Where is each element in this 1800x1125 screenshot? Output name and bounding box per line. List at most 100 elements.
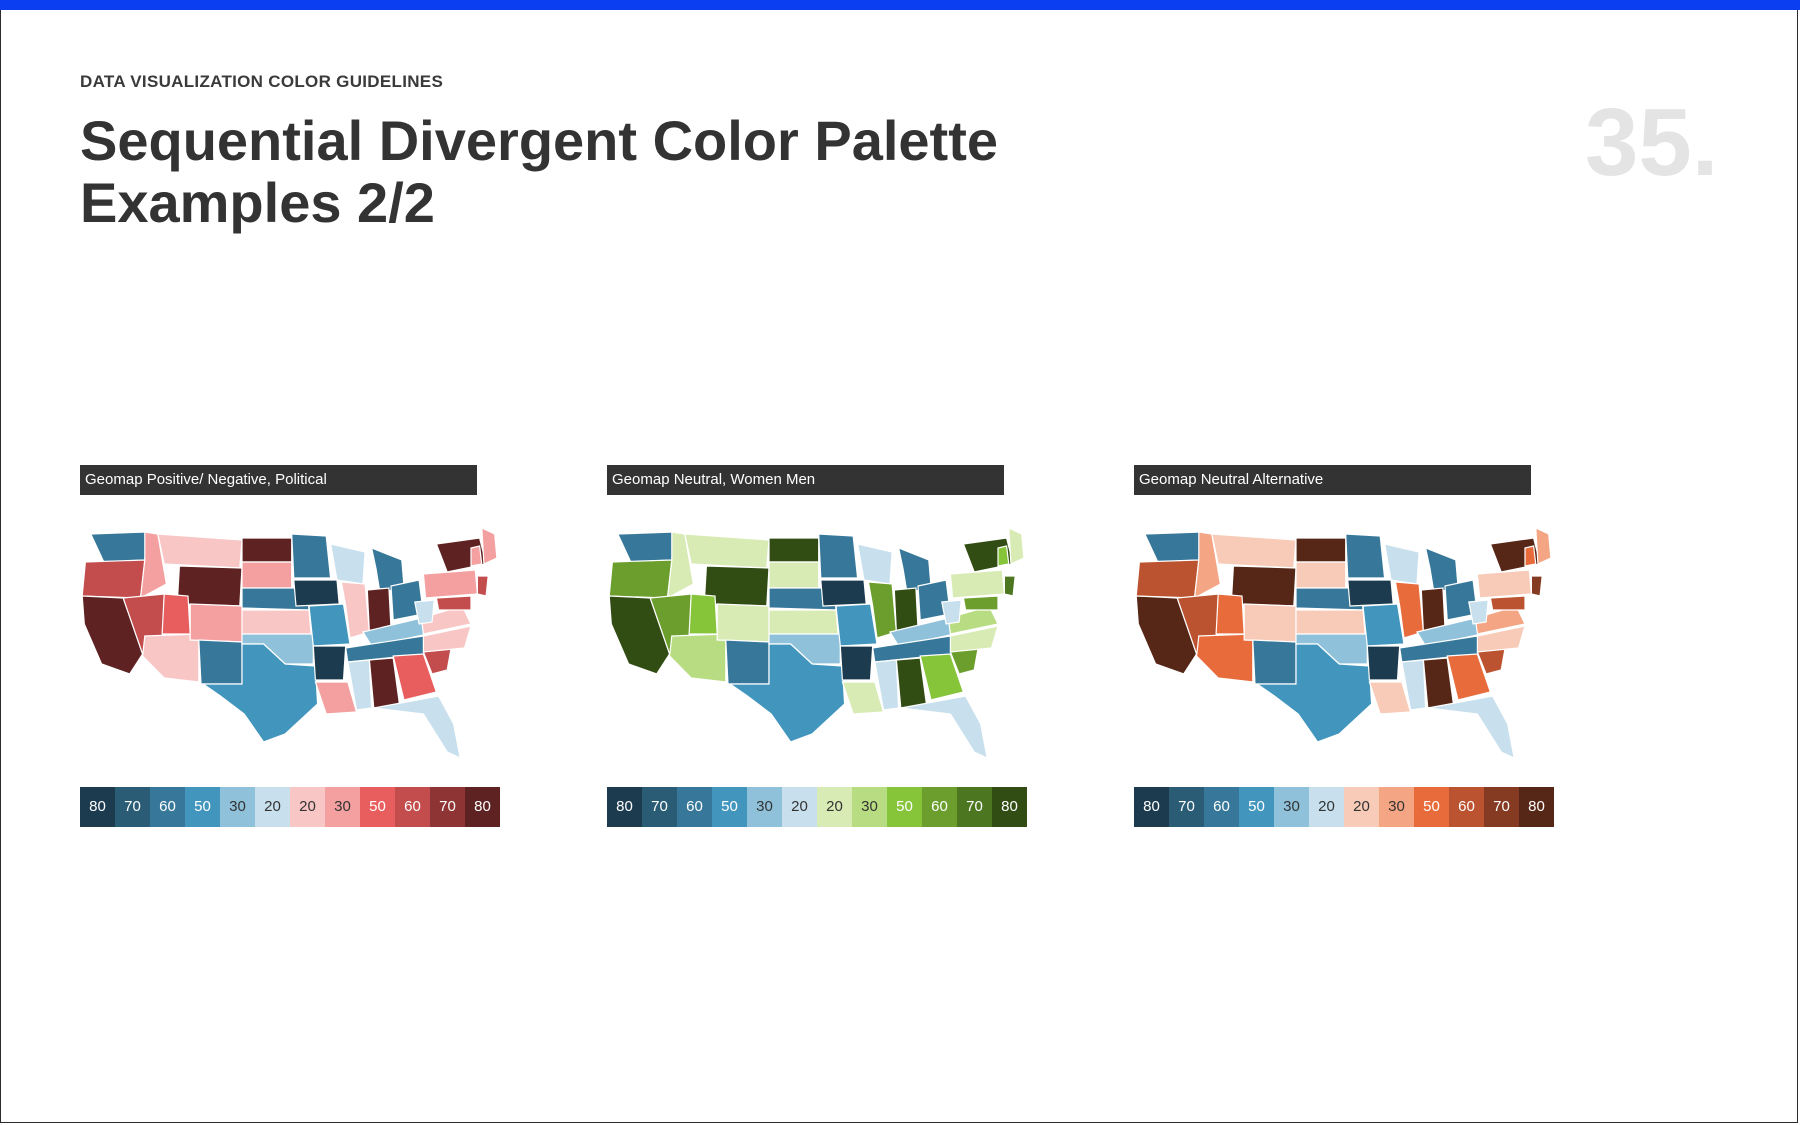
state-shape-or	[608, 559, 673, 599]
state-shape-nm	[198, 639, 243, 685]
state-shape-sd	[1295, 561, 1347, 589]
state-shape-il	[867, 581, 898, 639]
state-shape-az	[141, 633, 200, 683]
state-shape-nd	[241, 537, 293, 563]
legend-swatch: 30	[220, 787, 255, 827]
state-shape-az	[1195, 633, 1254, 683]
state-shape-sd	[241, 561, 293, 589]
state-shape-pa	[949, 569, 1006, 599]
legend-swatch: 20	[817, 787, 852, 827]
title-line-2: Examples 2/2	[80, 171, 435, 234]
state-shape-ut	[161, 593, 191, 635]
state-shape-az	[668, 633, 727, 683]
state-shape-in	[366, 587, 392, 633]
state-shape-ar	[839, 645, 874, 681]
state-shape-ms	[874, 659, 900, 711]
state-shape-md	[435, 595, 472, 611]
state-shape-mn	[818, 533, 859, 579]
legend-swatch: 80	[465, 787, 500, 827]
state-shape-nm	[1252, 639, 1297, 685]
color-legend: 80 70 60 50 30 20 20 30 50 60 70 80	[80, 787, 500, 827]
state-shape-ga	[919, 653, 965, 701]
legend-swatch: 60	[677, 787, 712, 827]
state-shape-md	[962, 595, 999, 611]
color-legend: 80 70 60 50 30 20 20 30 50 60 70 80	[1134, 787, 1554, 827]
title-line-1: Sequential Divergent Color Palette	[80, 109, 998, 172]
state-shape-fl	[900, 695, 989, 760]
legend-swatch: 80	[607, 787, 642, 827]
state-shape-mt	[157, 533, 243, 569]
state-shape-fl	[373, 695, 462, 760]
state-shape-nj	[476, 575, 489, 597]
legend-swatch: 20	[782, 787, 817, 827]
state-shape-nj	[1530, 575, 1543, 597]
legend-swatch: 50	[185, 787, 220, 827]
panel-title: Geomap Neutral, Women Men	[607, 465, 1004, 495]
legend-swatch: 20	[290, 787, 325, 827]
state-shape-vt	[997, 545, 1010, 567]
state-shape-me	[1008, 527, 1025, 565]
state-shape-mt	[1211, 533, 1297, 569]
state-shape-wa	[1143, 531, 1202, 563]
state-shape-wi	[1383, 543, 1420, 585]
state-shape-co	[1243, 603, 1297, 643]
state-shape-md	[1489, 595, 1526, 611]
state-shape-or	[1135, 559, 1200, 599]
state-shape-fl	[1427, 695, 1516, 760]
state-shape-wa	[616, 531, 675, 563]
geomap-panel-women-men: Geomap Neutral, Women Men 80 70 60 50 30 20 20…	[607, 465, 1027, 827]
state-shape-tx	[728, 643, 846, 743]
legend-swatch: 20	[255, 787, 290, 827]
state-shape-ar	[1366, 645, 1401, 681]
us-geomap	[81, 527, 498, 760]
page-number: 35.	[1585, 89, 1719, 196]
state-shape-mt	[684, 533, 770, 569]
section-eyebrow: DATA VISUALIZATION COLOR GUIDELINES	[80, 72, 444, 91]
state-shape-la	[841, 681, 885, 715]
state-shape-mo	[308, 603, 351, 647]
legend-swatch: 80	[1134, 787, 1169, 827]
state-shape-id	[1193, 531, 1222, 600]
state-shape-il	[340, 581, 371, 639]
legend-swatch: 50	[1414, 787, 1449, 827]
state-shape-pa	[1476, 569, 1533, 599]
legend-swatch: 50	[1239, 787, 1274, 827]
state-shape-tx	[201, 643, 319, 743]
state-shape-tx	[1255, 643, 1373, 743]
state-shape-me	[481, 527, 498, 565]
legend-swatch: 80	[992, 787, 1027, 827]
state-shape-sd	[768, 561, 820, 589]
state-shape-ia	[1347, 579, 1394, 607]
state-shape-la	[1368, 681, 1412, 715]
state-shape-wa	[89, 531, 148, 563]
top-accent-bar	[0, 0, 1800, 10]
state-shape-nc	[949, 625, 999, 653]
state-shape-id	[666, 531, 695, 600]
state-shape-ut	[688, 593, 718, 635]
state-shape-pa	[422, 569, 479, 599]
legend-swatch: 70	[642, 787, 677, 827]
state-shape-co	[716, 603, 770, 643]
legend-swatch: 60	[1449, 787, 1484, 827]
state-shape-mn	[1345, 533, 1386, 579]
panel-title: Geomap Positive/ Negative, Political	[80, 465, 477, 495]
state-shape-ut	[1215, 593, 1245, 635]
legend-swatch: 50	[887, 787, 922, 827]
state-shape-me	[1535, 527, 1552, 565]
legend-swatch: 60	[922, 787, 957, 827]
legend-swatch: 70	[1169, 787, 1204, 827]
state-shape-or	[81, 559, 146, 599]
state-shape-nc	[1476, 625, 1526, 653]
state-shape-ar	[312, 645, 347, 681]
legend-swatch: 70	[957, 787, 992, 827]
state-shape-in	[1420, 587, 1446, 633]
state-shape-wi	[329, 543, 366, 585]
state-shape-mn	[291, 533, 332, 579]
state-shape-ia	[820, 579, 867, 607]
state-shape-ks	[768, 609, 839, 635]
state-shape-mo	[1362, 603, 1405, 647]
legend-swatch: 50	[360, 787, 395, 827]
legend-swatch: 60	[1204, 787, 1239, 827]
state-shape-ia	[293, 579, 340, 607]
state-shape-il	[1394, 581, 1425, 639]
